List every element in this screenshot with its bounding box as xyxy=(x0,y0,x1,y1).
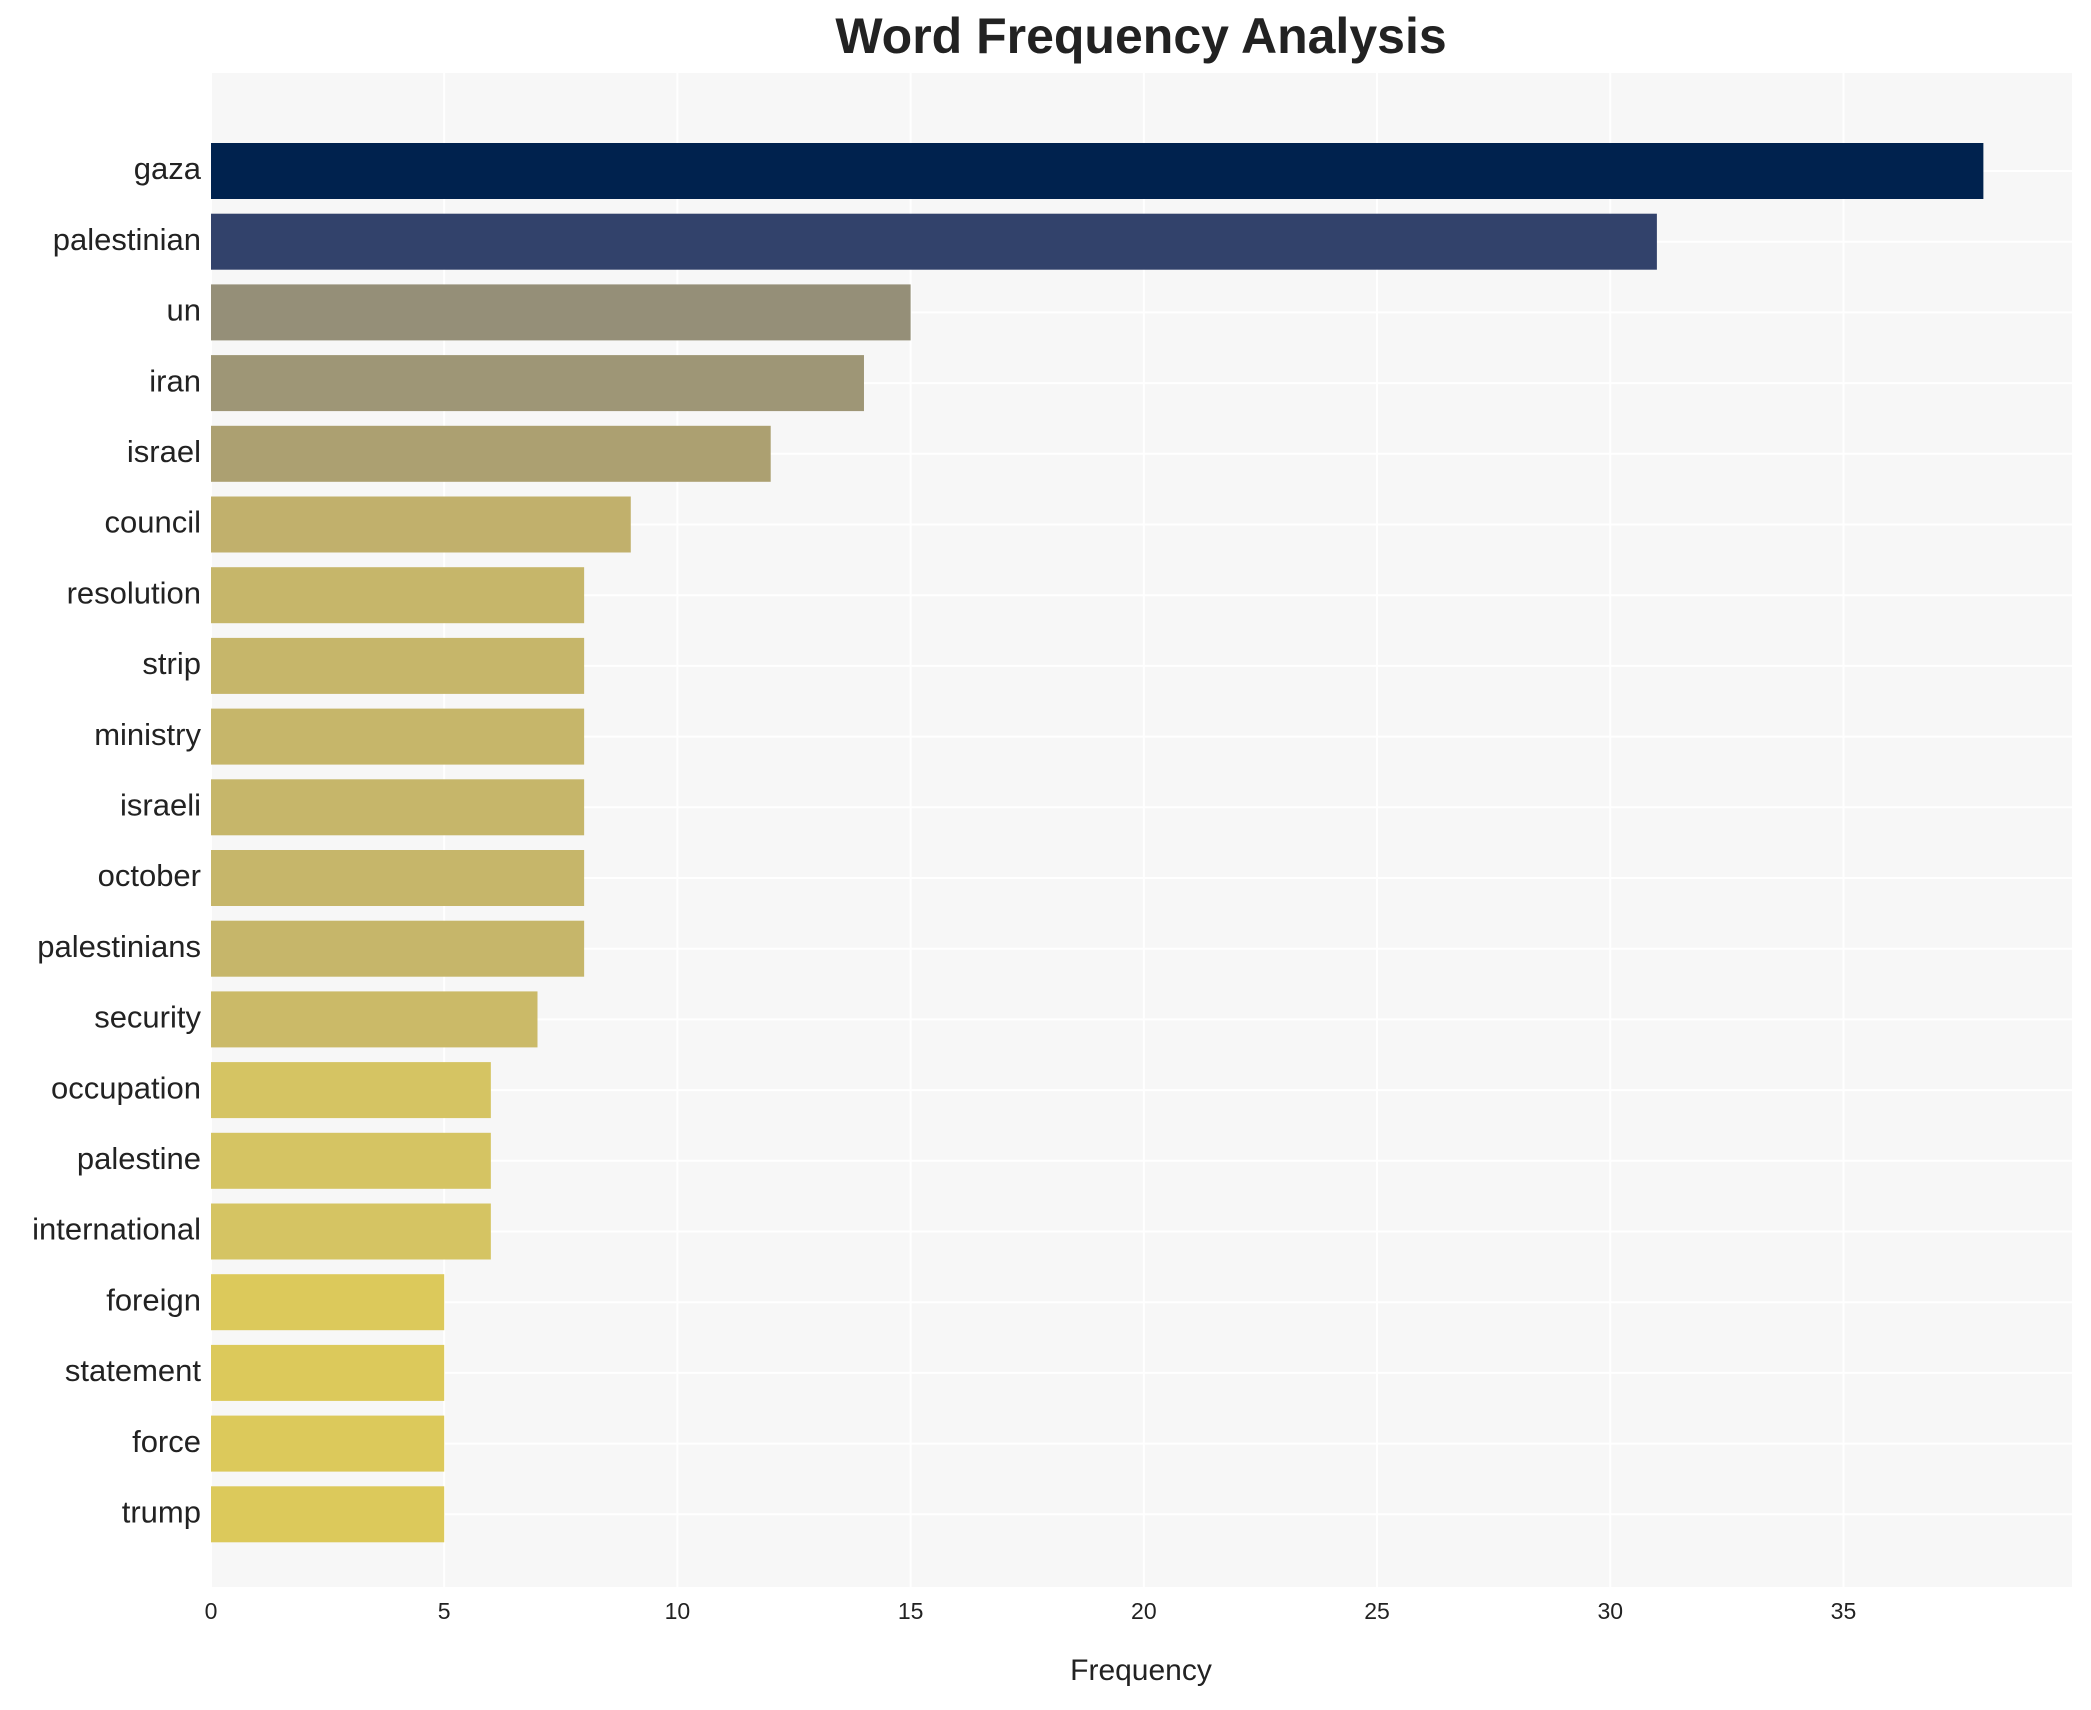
y-tick-label: palestinians xyxy=(37,929,201,964)
x-axis-label: Frequency xyxy=(1070,1654,1212,1687)
x-tick-label: 15 xyxy=(898,1598,924,1624)
y-tick-label: force xyxy=(132,1424,201,1459)
x-tick-label: 5 xyxy=(438,1598,451,1624)
bar xyxy=(211,496,631,553)
bar xyxy=(211,567,585,624)
y-tick-label: un xyxy=(167,293,201,328)
bar xyxy=(211,1344,445,1401)
y-tick-label: ministry xyxy=(94,717,201,752)
y-tick-label: council xyxy=(105,505,202,540)
bar xyxy=(211,143,1984,199)
y-tick-label: resolution xyxy=(67,575,201,610)
bar xyxy=(211,637,585,694)
bar xyxy=(211,425,771,482)
y-tick-label: palestinian xyxy=(53,222,201,257)
x-tick-label: 35 xyxy=(1831,1598,1857,1624)
bar xyxy=(211,355,864,412)
y-tick-label: gaza xyxy=(134,151,202,186)
y-tick-label: occupation xyxy=(51,1070,201,1105)
x-tick-label: 0 xyxy=(205,1598,218,1624)
bar xyxy=(211,1486,445,1543)
y-tick-label: statement xyxy=(65,1353,202,1388)
chart-title: Word Frequency Analysis xyxy=(835,8,1446,64)
bar xyxy=(211,1203,491,1260)
bar xyxy=(211,920,585,977)
x-tick-label: 30 xyxy=(1597,1598,1623,1624)
y-tick-label: foreign xyxy=(106,1282,201,1317)
y-tick-label: iran xyxy=(149,363,201,398)
bar xyxy=(211,1274,445,1331)
x-tick-label: 10 xyxy=(665,1598,691,1624)
y-tick-label: october xyxy=(98,858,201,893)
x-tick-label: 25 xyxy=(1364,1598,1390,1624)
bar xyxy=(211,708,585,765)
bar xyxy=(211,1132,491,1189)
y-tick-label: palestine xyxy=(77,1141,201,1176)
y-tick-label: international xyxy=(32,1212,201,1247)
bar xyxy=(211,284,911,341)
bar xyxy=(211,991,538,1048)
y-tick-label: security xyxy=(94,1000,201,1035)
bar xyxy=(211,850,585,906)
bar xyxy=(211,213,1657,270)
y-tick-label: israeli xyxy=(120,787,201,822)
y-tick-label: israel xyxy=(127,434,201,469)
x-tick-label: 20 xyxy=(1131,1598,1157,1624)
bar xyxy=(211,1415,445,1472)
y-tick-label: strip xyxy=(142,646,201,681)
y-tick-label: trump xyxy=(122,1494,201,1529)
bar xyxy=(211,779,585,836)
bar xyxy=(211,1062,491,1119)
